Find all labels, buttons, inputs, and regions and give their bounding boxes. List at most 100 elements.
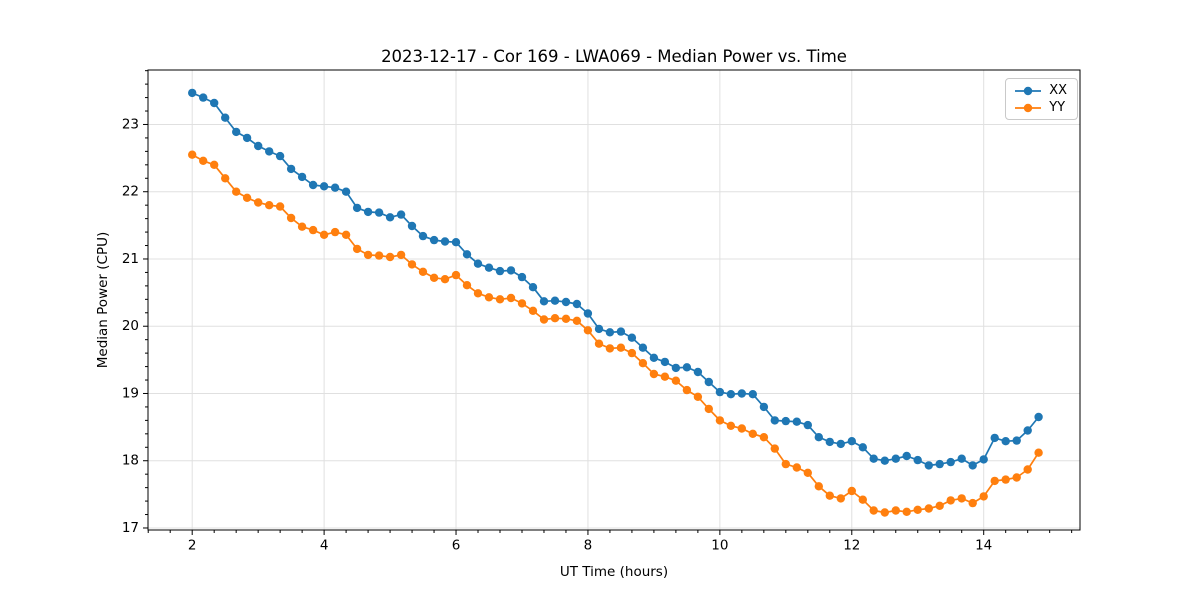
series-point-YY <box>704 404 713 414</box>
x-tick-label: 8 <box>584 538 593 554</box>
series-point-XX <box>528 283 538 292</box>
series-point-YY <box>979 492 988 501</box>
series-point-YY <box>462 281 472 290</box>
x-tick-label: 10 <box>711 538 728 554</box>
series-point-YY <box>407 260 417 269</box>
series-point-XX <box>385 213 395 222</box>
series-point-YY <box>1034 448 1043 457</box>
y-tick-label: 20 <box>122 318 139 334</box>
series-point-XX <box>352 203 362 213</box>
legend-item-yy: YY <box>1013 100 1067 115</box>
series-point-XX <box>506 266 516 275</box>
series-point-XX <box>232 127 241 137</box>
series-point-YY <box>759 433 769 442</box>
series-point-XX <box>254 141 263 151</box>
series-point-YY <box>924 504 933 513</box>
series-point-XX <box>495 266 505 276</box>
series-point-XX <box>737 389 746 398</box>
series-point-YY <box>781 459 790 469</box>
series-point-XX <box>517 272 527 282</box>
series-point-XX <box>979 455 988 464</box>
series-point-XX <box>572 299 582 309</box>
series-point-XX <box>880 456 889 465</box>
series-point-YY <box>254 198 263 207</box>
series-point-XX <box>891 454 900 463</box>
series-point-XX <box>440 237 450 246</box>
legend-label-yy: YY <box>1049 100 1066 115</box>
series-point-YY <box>583 326 593 335</box>
series-point-XX <box>957 454 966 463</box>
series-point-YY <box>891 506 900 515</box>
series-point-XX <box>704 377 713 387</box>
series-point-XX <box>858 443 867 452</box>
series-point-XX <box>539 297 549 306</box>
axes-spines <box>147 69 1081 531</box>
series-point-YY <box>363 250 373 260</box>
x-tick-label: 6 <box>452 538 461 554</box>
series-point-YY <box>1012 473 1021 482</box>
series-point-XX <box>671 363 681 373</box>
series-point-YY <box>858 495 867 504</box>
y-tick-label: 18 <box>122 453 139 469</box>
series-point-YY <box>451 270 461 280</box>
series-point-YY <box>935 501 944 510</box>
series-point-YY <box>616 343 626 352</box>
series-point-XX <box>199 93 208 102</box>
series-point-YY <box>319 230 329 239</box>
series-point-XX <box>902 451 911 461</box>
series-point-YY <box>308 225 318 235</box>
series-point-XX <box>1034 412 1043 422</box>
series-point-XX <box>462 250 472 259</box>
series-point-YY <box>473 289 483 298</box>
series-point-XX <box>792 417 801 426</box>
series-point-XX <box>627 333 637 342</box>
series-point-XX <box>759 402 769 412</box>
series-point-YY <box>814 482 823 491</box>
series-point-XX <box>319 182 329 191</box>
series-line-YY <box>191 153 1040 514</box>
series-point-YY <box>1023 465 1032 474</box>
chart-title: 2023-12-17 - Cor 169 - LWA069 - Median P… <box>381 47 847 66</box>
series-point-XX <box>210 98 219 108</box>
series-point-YY <box>528 306 538 315</box>
series-point-YY <box>968 498 977 508</box>
series-point-YY <box>726 421 736 430</box>
x-tick-label: 4 <box>320 538 329 554</box>
series-point-YY <box>188 150 197 159</box>
series-point-XX <box>221 113 230 122</box>
series-point-XX <box>242 133 252 143</box>
series-point-YY <box>913 505 922 514</box>
series-point-XX <box>869 454 878 463</box>
series-point-XX <box>605 328 615 337</box>
series-point-YY <box>440 275 450 284</box>
series-point-YY <box>638 359 648 368</box>
series-point-YY <box>484 293 494 302</box>
series-point-YY <box>627 348 637 358</box>
series-point-YY <box>517 299 527 308</box>
series-point-YY <box>902 507 911 516</box>
series-point-XX <box>451 238 461 247</box>
series-point-XX <box>561 297 571 307</box>
series-point-YY <box>715 416 725 425</box>
series-point-YY <box>957 494 966 503</box>
series-point-YY <box>396 250 406 260</box>
series-point-YY <box>539 315 549 324</box>
series-point-XX <box>913 455 922 465</box>
series-point-XX <box>968 461 977 470</box>
series-point-YY <box>594 339 604 348</box>
y-tick-label: 17 <box>122 520 139 536</box>
series-point-YY <box>671 376 681 385</box>
series-line-XX <box>191 92 1040 467</box>
series-point-YY <box>265 201 274 210</box>
series-point-YY <box>748 429 757 438</box>
y-axis-label: Median Power (CPU) <box>95 231 111 369</box>
series-point-YY <box>792 463 801 472</box>
series-point-XX <box>803 420 812 430</box>
series-point-YY <box>330 227 340 237</box>
series-point-YY <box>693 392 703 401</box>
series-point-YY <box>682 385 692 395</box>
series-point-XX <box>682 363 692 372</box>
series-point-XX <box>693 367 703 377</box>
series-point-YY <box>275 202 285 211</box>
